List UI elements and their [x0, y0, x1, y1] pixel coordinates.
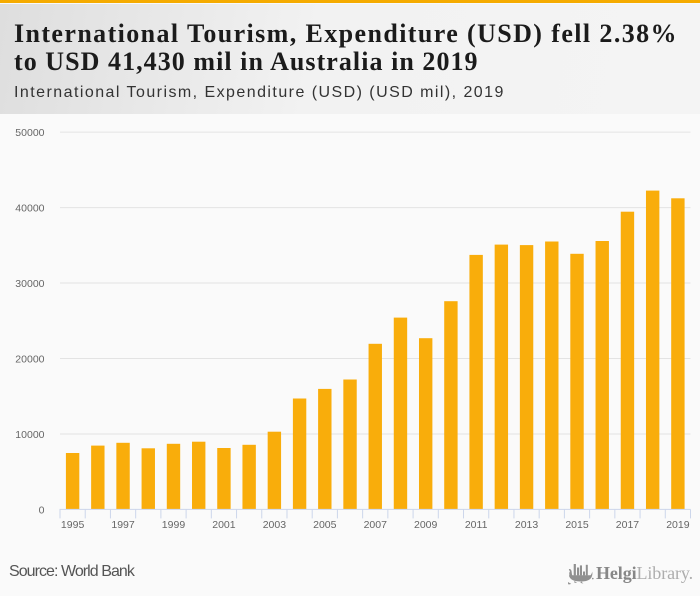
- svg-text:10000: 10000: [15, 429, 44, 441]
- svg-text:2019: 2019: [666, 519, 690, 531]
- svg-text:2011: 2011: [465, 519, 488, 531]
- svg-text:20000: 20000: [15, 353, 44, 365]
- svg-text:1995: 1995: [61, 519, 85, 531]
- svg-text:30000: 30000: [15, 278, 44, 290]
- svg-text:2003: 2003: [263, 519, 287, 531]
- svg-text:1997: 1997: [111, 519, 135, 531]
- svg-text:2017: 2017: [616, 519, 640, 531]
- svg-text:2013: 2013: [515, 519, 539, 531]
- svg-text:50000: 50000: [15, 127, 44, 139]
- svg-text:2007: 2007: [364, 519, 388, 531]
- svg-text:2005: 2005: [313, 519, 337, 531]
- svg-text:1999: 1999: [162, 519, 186, 531]
- svg-text:40000: 40000: [15, 203, 44, 215]
- svg-text:2009: 2009: [414, 519, 438, 531]
- svg-text:2001: 2001: [212, 519, 236, 531]
- svg-text:0: 0: [39, 504, 45, 516]
- svg-text:2015: 2015: [565, 519, 589, 531]
